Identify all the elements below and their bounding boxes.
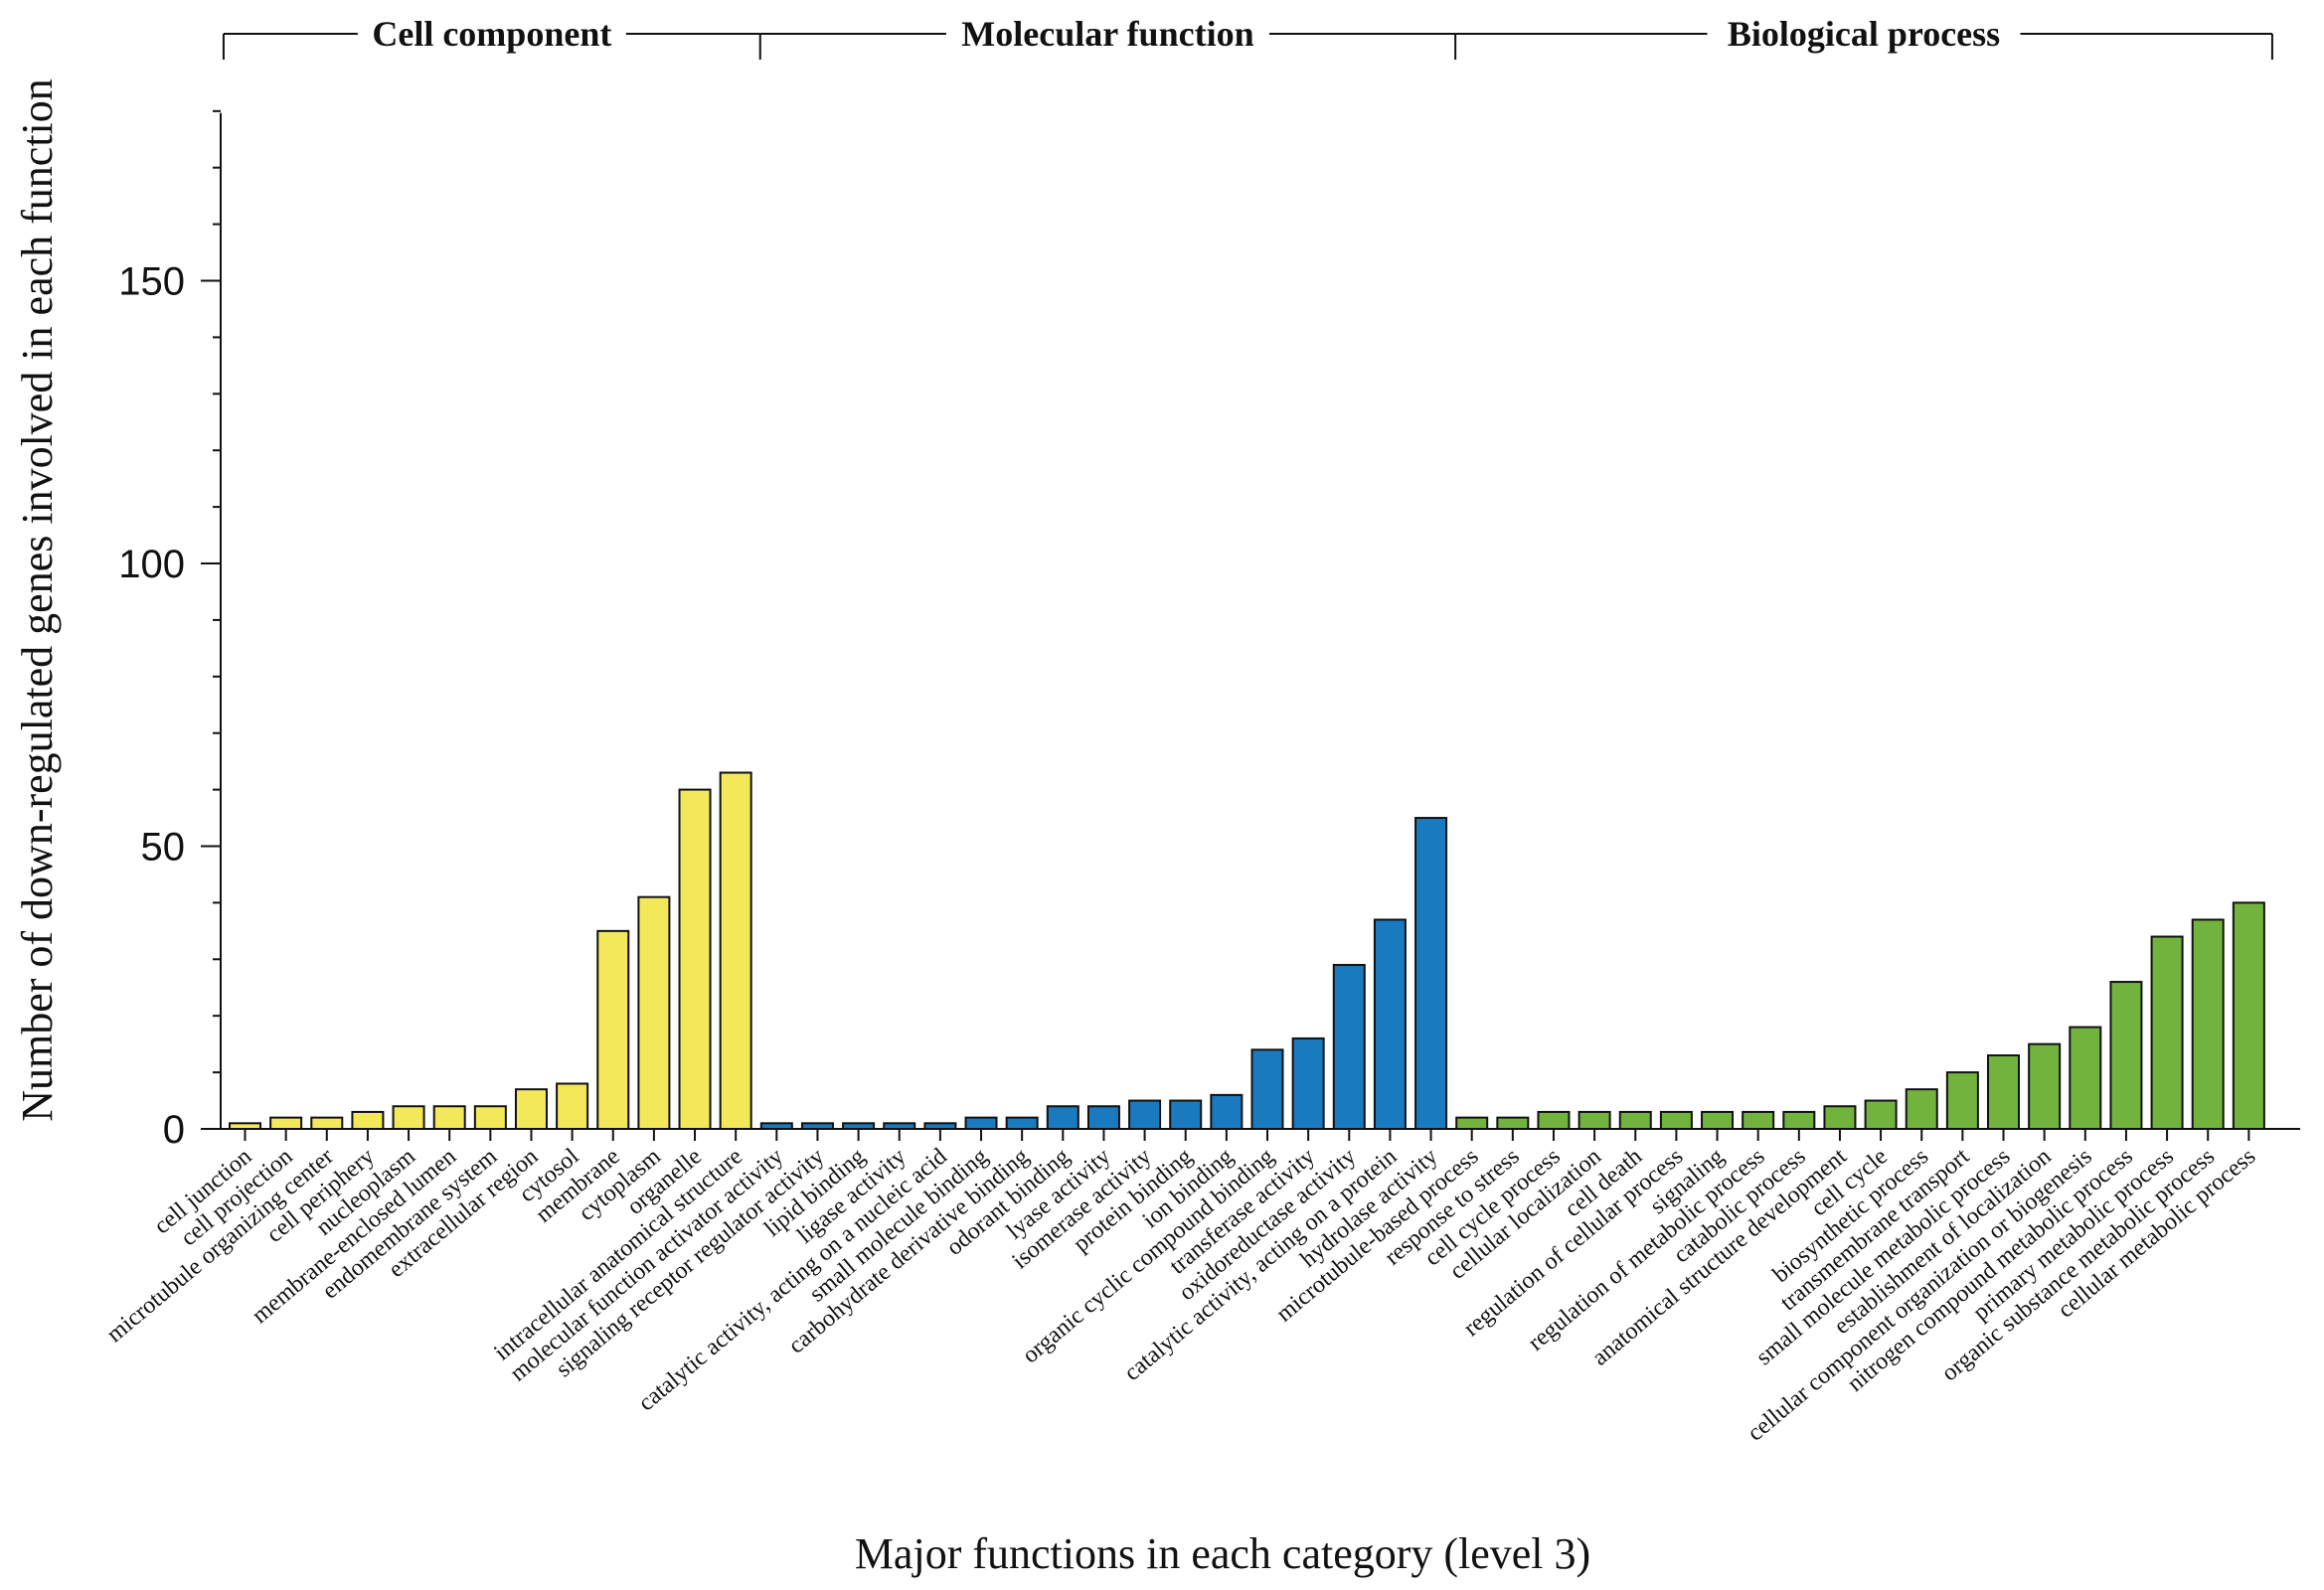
bar (2232, 901, 2265, 1131)
bar (1864, 1099, 1898, 1131)
bar (1782, 1110, 1816, 1131)
bar (1250, 1048, 1284, 1130)
y-tick-label: 50 (141, 826, 186, 870)
bar (2150, 935, 2184, 1130)
bar (1659, 1110, 1693, 1131)
bar (310, 1116, 344, 1130)
bar (1169, 1099, 1203, 1131)
y-axis: 0 50 100 150 (118, 109, 222, 1152)
bar (596, 929, 630, 1130)
bar (637, 895, 671, 1131)
bar (1332, 963, 1366, 1130)
bar (1291, 1036, 1325, 1130)
bar (1987, 1054, 2021, 1131)
bar (1496, 1116, 1530, 1130)
bar (351, 1110, 385, 1131)
bar (2069, 1026, 2102, 1130)
bar (1618, 1110, 1652, 1131)
bar (1414, 817, 1448, 1130)
bar (2028, 1042, 2062, 1131)
bar (2109, 981, 2143, 1130)
bar (1046, 1105, 1079, 1130)
bar (1455, 1116, 1489, 1130)
y-tick-label: 100 (118, 543, 185, 586)
bar (432, 1105, 466, 1130)
bar (392, 1105, 425, 1130)
category-header-label: Cell component (372, 14, 611, 54)
bars (229, 771, 2265, 1131)
bar (1086, 1105, 1120, 1130)
bar (556, 1082, 589, 1130)
category-header-label: Biological process (1728, 14, 2000, 54)
bar (1005, 1116, 1039, 1130)
bar (678, 788, 712, 1130)
bar (1945, 1071, 1979, 1130)
bar (1701, 1110, 1735, 1131)
bar (964, 1116, 998, 1130)
bar (1742, 1110, 1775, 1131)
bar (719, 771, 752, 1131)
y-tick-label: 0 (163, 1108, 185, 1152)
bar (1373, 918, 1407, 1130)
bar (1537, 1110, 1571, 1131)
bar (269, 1116, 303, 1130)
category-header-label: Molecular function (961, 14, 1253, 54)
y-tick-label: 150 (118, 260, 185, 304)
bar (1905, 1088, 1938, 1131)
y-axis-label: Number of down-regulated genes involved … (13, 79, 62, 1122)
category-headers: Cell component Molecular function Biologic… (222, 14, 2273, 60)
bar (2191, 918, 2225, 1130)
bar (1823, 1105, 1857, 1130)
bar (1128, 1099, 1162, 1131)
bar (473, 1105, 507, 1130)
bar (514, 1088, 548, 1131)
x-axis-label: Major functions in each category (level … (855, 1529, 1590, 1578)
bar (1210, 1093, 1244, 1130)
bar (1577, 1110, 1611, 1131)
